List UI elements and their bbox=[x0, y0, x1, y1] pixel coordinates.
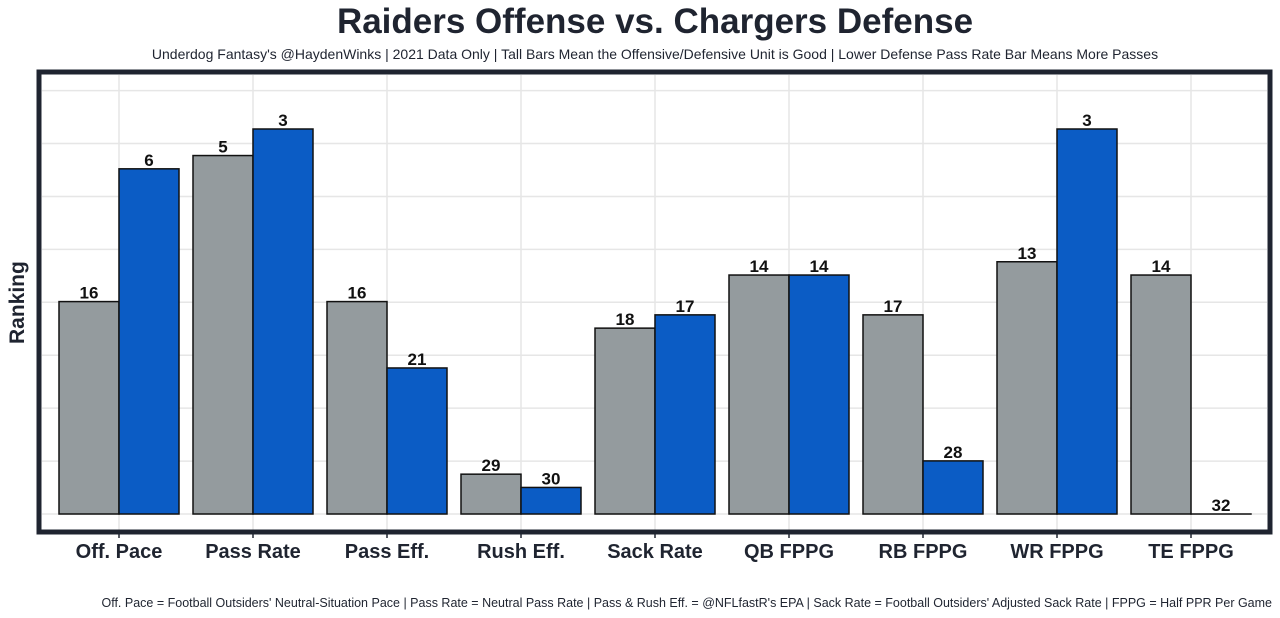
data-label: 14 bbox=[750, 257, 769, 276]
bar-offense bbox=[192, 154, 254, 515]
x-tick-label: QB FPPG bbox=[744, 541, 834, 563]
bar-defense bbox=[788, 274, 850, 515]
bar-defense bbox=[922, 460, 984, 515]
bar-defense bbox=[654, 314, 716, 515]
plot-border bbox=[36, 69, 1273, 535]
bar-offense bbox=[728, 274, 790, 515]
bar-defense bbox=[252, 128, 314, 515]
x-tick-label: Sack Rate bbox=[607, 541, 703, 563]
data-labels: 16 6 5 3 16 21 29 30 18 17 14 14 17 28 13 3 14 32 bbox=[80, 111, 1231, 515]
data-label: 6 bbox=[144, 151, 153, 170]
data-label: 17 bbox=[884, 297, 903, 316]
data-label: 28 bbox=[944, 443, 963, 462]
data-label: 3 bbox=[278, 111, 287, 130]
data-label: 16 bbox=[348, 284, 367, 303]
bar-offense bbox=[460, 473, 522, 515]
bar-defense bbox=[1056, 128, 1118, 515]
x-tick-label: Pass Eff. bbox=[345, 541, 429, 563]
bar-defense bbox=[386, 367, 448, 515]
bar-defense bbox=[520, 486, 582, 515]
data-label: 13 bbox=[1018, 244, 1037, 263]
data-label: 5 bbox=[218, 138, 227, 157]
bar-offense bbox=[594, 327, 656, 515]
x-tick-label: RB FPPG bbox=[879, 541, 968, 563]
bar-offense bbox=[58, 300, 120, 515]
x-axis-ticks: Off. Pace Pass Rate Pass Eff. Rush Eff. Sack… bbox=[76, 532, 1234, 563]
data-label: 21 bbox=[408, 350, 427, 369]
data-label: 14 bbox=[810, 257, 829, 276]
chart-subtitle: Underdog Fantasy's @HaydenWinks | 2021 D… bbox=[151, 46, 1159, 62]
data-label: 14 bbox=[1152, 257, 1171, 276]
data-label: 30 bbox=[542, 469, 561, 488]
x-tick-label: Pass Rate bbox=[205, 541, 301, 563]
x-tick-label: Off. Pace bbox=[76, 541, 163, 563]
bar-offense bbox=[862, 314, 924, 515]
bar-offense bbox=[996, 261, 1058, 515]
x-tick-label: Rush Eff. bbox=[477, 541, 565, 563]
bars bbox=[58, 128, 1252, 515]
data-label: 16 bbox=[80, 284, 99, 303]
x-tick-label: TE FPPG bbox=[1148, 541, 1234, 563]
bar-defense bbox=[118, 168, 180, 515]
chart-caption: Off. Pace = Football Outsiders' Neutral-… bbox=[101, 596, 1272, 610]
x-tick-label: WR FPPG bbox=[1010, 541, 1103, 563]
data-label: 29 bbox=[482, 456, 501, 475]
bar-offense bbox=[1130, 274, 1192, 515]
data-label: 3 bbox=[1082, 111, 1091, 130]
data-label: 17 bbox=[676, 297, 695, 316]
chart-title: Raiders Offense vs. Chargers Defense bbox=[336, 2, 974, 41]
bar-offense bbox=[326, 300, 388, 515]
data-label: 32 bbox=[1212, 496, 1231, 515]
data-label: 18 bbox=[616, 310, 635, 329]
